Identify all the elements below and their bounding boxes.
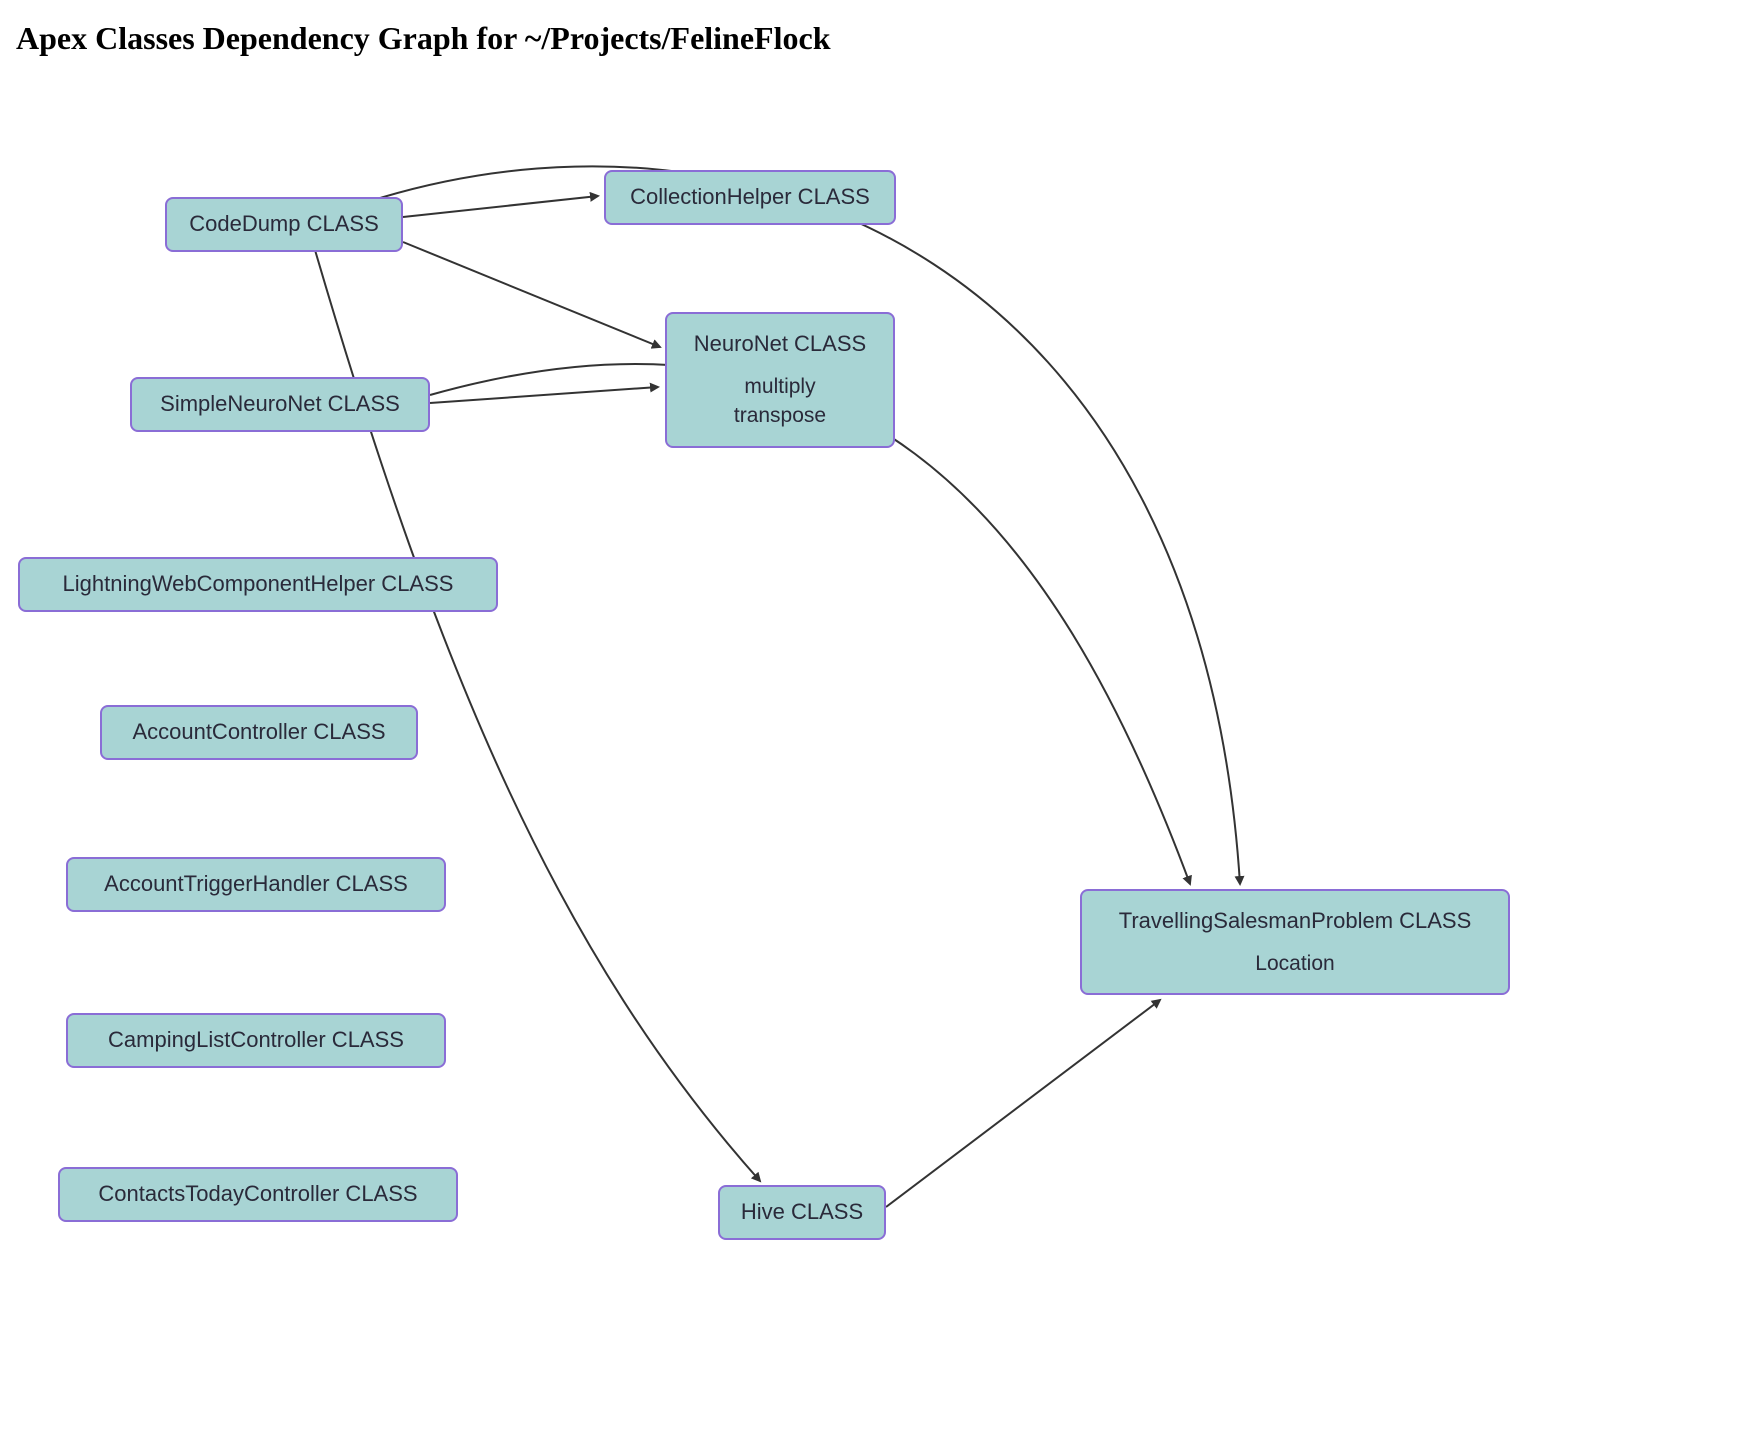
node-label: NeuroNet CLASS	[694, 329, 866, 360]
node-label: CollectionHelper CLASS	[630, 182, 870, 213]
node-sublines: multiplytranspose	[734, 372, 826, 431]
node-label: ContactsTodayController CLASS	[98, 1179, 417, 1210]
edge-codedump-to-neuronet	[403, 242, 660, 347]
node-campinglist: CampingListController CLASS	[66, 1013, 446, 1068]
node-subline: transpose	[734, 401, 826, 430]
edge-codedump-to-collectionhelper	[403, 196, 598, 217]
node-accounttrigger: AccountTriggerHandler CLASS	[66, 857, 446, 912]
node-tsp: TravellingSalesmanProblem CLASS Location	[1080, 889, 1510, 995]
node-sublines: Location	[1255, 949, 1334, 978]
edge-simpleneuronet-to-neuronet	[430, 387, 658, 403]
node-subline: multiply	[734, 372, 826, 401]
node-accountcontroller: AccountController CLASS	[100, 705, 418, 760]
node-contactstoday: ContactsTodayController CLASS	[58, 1167, 458, 1222]
node-collectionhelper: CollectionHelper CLASS	[604, 170, 896, 225]
node-label: SimpleNeuroNet CLASS	[160, 389, 400, 420]
edge-codedump-to-tsp	[380, 166, 1240, 884]
dependency-graph: CodeDump CLASS CollectionHelper CLASS Simp…	[0, 57, 1738, 1431]
node-simpleneuronet: SimpleNeuroNet CLASS	[130, 377, 430, 432]
edge-hive-to-tsp	[886, 1000, 1160, 1207]
node-hive: Hive CLASS	[718, 1185, 886, 1240]
node-label: AccountTriggerHandler CLASS	[104, 869, 408, 900]
node-label: CampingListController CLASS	[108, 1025, 404, 1056]
node-label: TravellingSalesmanProblem CLASS	[1119, 906, 1472, 937]
page-title: Apex Classes Dependency Graph for ~/Proj…	[0, 0, 1738, 57]
node-label: Hive CLASS	[741, 1197, 863, 1228]
node-codedump: CodeDump CLASS	[165, 197, 403, 252]
node-label: CodeDump CLASS	[189, 209, 379, 240]
node-lwc: LightningWebComponentHelper CLASS	[18, 557, 498, 612]
node-label: LightningWebComponentHelper CLASS	[63, 569, 454, 600]
node-label: AccountController CLASS	[132, 717, 385, 748]
node-subline: Location	[1255, 949, 1334, 978]
node-neuronet: NeuroNet CLASS multiplytranspose	[665, 312, 895, 448]
